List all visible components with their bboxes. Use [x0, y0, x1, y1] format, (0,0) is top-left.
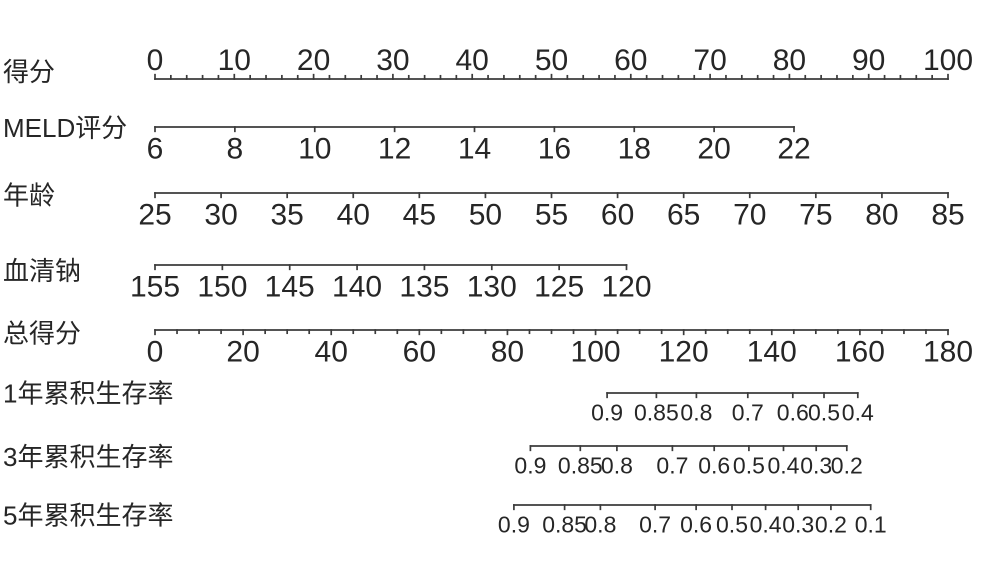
svg-text:0.6: 0.6 [698, 453, 730, 479]
svg-text:0.4: 0.4 [842, 400, 874, 426]
svg-text:160: 160 [835, 336, 885, 369]
svg-text:MELD评分: MELD评分 [3, 113, 127, 143]
svg-text:0.85: 0.85 [634, 400, 679, 426]
svg-text:0.4: 0.4 [750, 512, 782, 538]
svg-text:0.8: 0.8 [680, 400, 712, 426]
svg-text:0.7: 0.7 [639, 512, 671, 538]
svg-text:80: 80 [491, 336, 524, 369]
svg-text:150: 150 [197, 271, 247, 304]
svg-text:12: 12 [378, 133, 411, 166]
svg-text:155: 155 [130, 271, 180, 304]
svg-text:0.5: 0.5 [716, 512, 748, 538]
svg-text:25: 25 [138, 199, 171, 232]
svg-text:0.7: 0.7 [732, 400, 764, 426]
svg-text:0.3: 0.3 [800, 453, 832, 479]
svg-text:130: 130 [467, 271, 517, 304]
svg-text:0.85: 0.85 [542, 512, 587, 538]
svg-text:0.5: 0.5 [733, 453, 765, 479]
svg-text:0.6: 0.6 [680, 512, 712, 538]
svg-text:22: 22 [777, 133, 810, 166]
svg-text:得分: 得分 [3, 57, 55, 87]
svg-text:20: 20 [297, 44, 330, 77]
svg-text:6: 6 [147, 133, 164, 166]
svg-text:120: 120 [659, 336, 709, 369]
svg-text:年龄: 年龄 [3, 181, 55, 211]
svg-text:145: 145 [265, 271, 315, 304]
svg-text:0.9: 0.9 [514, 453, 546, 479]
svg-text:0.3: 0.3 [782, 512, 814, 538]
svg-text:0: 0 [147, 44, 164, 77]
svg-text:0.2: 0.2 [815, 512, 847, 538]
svg-text:0.2: 0.2 [831, 453, 863, 479]
svg-text:5年累积生存率: 5年累积生存率 [3, 501, 173, 531]
svg-text:30: 30 [376, 44, 409, 77]
svg-text:40: 40 [337, 199, 370, 232]
svg-text:65: 65 [667, 199, 700, 232]
svg-text:0: 0 [147, 336, 164, 369]
svg-text:70: 70 [733, 199, 766, 232]
svg-text:80: 80 [773, 44, 806, 77]
svg-text:100: 100 [923, 44, 973, 77]
svg-text:0.4: 0.4 [767, 453, 799, 479]
svg-text:1年累积生存率: 1年累积生存率 [3, 379, 173, 409]
svg-text:18: 18 [618, 133, 651, 166]
svg-text:0.5: 0.5 [808, 400, 840, 426]
svg-text:80: 80 [865, 199, 898, 232]
svg-text:0.85: 0.85 [558, 453, 603, 479]
svg-text:0.6: 0.6 [777, 400, 809, 426]
svg-text:70: 70 [693, 44, 726, 77]
svg-text:0.1: 0.1 [855, 512, 887, 538]
svg-text:140: 140 [332, 271, 382, 304]
svg-text:135: 135 [399, 271, 449, 304]
svg-text:140: 140 [747, 336, 797, 369]
svg-text:0.9: 0.9 [591, 400, 623, 426]
svg-text:50: 50 [469, 199, 502, 232]
svg-text:90: 90 [852, 44, 885, 77]
svg-text:0.7: 0.7 [656, 453, 688, 479]
svg-text:14: 14 [458, 133, 491, 166]
svg-text:3年累积生存率: 3年累积生存率 [3, 442, 173, 472]
svg-text:180: 180 [923, 336, 973, 369]
svg-text:50: 50 [535, 44, 568, 77]
svg-text:0.8: 0.8 [584, 512, 616, 538]
svg-text:20: 20 [697, 133, 730, 166]
svg-text:16: 16 [538, 133, 571, 166]
svg-text:55: 55 [535, 199, 568, 232]
svg-text:75: 75 [799, 199, 832, 232]
svg-text:125: 125 [534, 271, 584, 304]
svg-text:120: 120 [601, 271, 651, 304]
svg-text:60: 60 [601, 199, 634, 232]
svg-text:血清钠: 血清钠 [3, 256, 81, 286]
svg-text:40: 40 [456, 44, 489, 77]
svg-text:35: 35 [270, 199, 303, 232]
svg-text:0.9: 0.9 [498, 512, 530, 538]
svg-text:40: 40 [315, 336, 348, 369]
svg-text:8: 8 [227, 133, 244, 166]
svg-text:10: 10 [218, 44, 251, 77]
svg-text:总得分: 总得分 [3, 318, 81, 348]
svg-text:20: 20 [226, 336, 259, 369]
svg-text:45: 45 [403, 199, 436, 232]
svg-text:0.8: 0.8 [601, 453, 633, 479]
svg-text:60: 60 [403, 336, 436, 369]
svg-text:100: 100 [571, 336, 621, 369]
svg-text:10: 10 [298, 133, 331, 166]
svg-text:85: 85 [931, 199, 964, 232]
svg-text:30: 30 [204, 199, 237, 232]
svg-text:60: 60 [614, 44, 647, 77]
